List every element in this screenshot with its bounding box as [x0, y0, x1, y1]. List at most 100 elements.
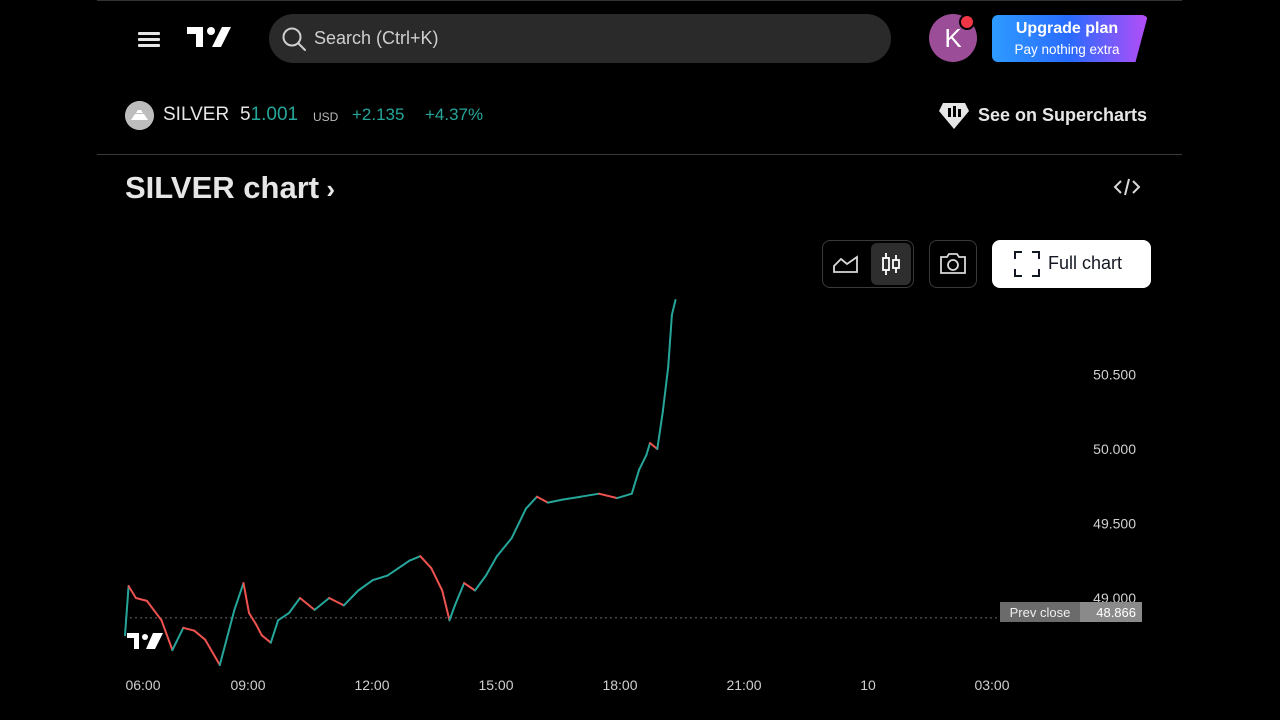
price-segment	[313, 597, 331, 611]
symbol-name[interactable]: SILVER	[163, 104, 230, 125]
price-segment	[288, 597, 301, 614]
price-segment	[661, 366, 670, 413]
prev-close-value-bg	[1080, 602, 1142, 622]
price-segment	[233, 582, 245, 611]
price-segment	[419, 555, 433, 570]
price-segment	[579, 492, 600, 498]
search-icon	[282, 27, 306, 51]
price-segment	[649, 442, 659, 450]
price-segment	[638, 453, 648, 471]
area-chart-button[interactable]	[825, 243, 867, 285]
price-segment	[561, 495, 582, 501]
tradingview-watermark-icon	[127, 633, 163, 649]
price-segment	[269, 619, 280, 644]
price-segment	[248, 611, 258, 626]
price-segment	[242, 582, 250, 614]
search-input[interactable]: Search (Ctrl+K)	[269, 14, 891, 63]
chart-title-link[interactable]: SILVER chart ›	[125, 170, 335, 206]
section-divider	[97, 154, 1182, 155]
price-segment	[495, 537, 513, 558]
price-segment	[397, 559, 411, 570]
screenshot-button[interactable]	[929, 240, 977, 288]
top-border	[97, 0, 1182, 1]
x-tick-label: 21:00	[726, 677, 761, 693]
price-segment	[357, 579, 374, 592]
price-segment	[218, 608, 236, 666]
fullscreen-icon	[1014, 251, 1040, 277]
chart-style-toggle	[822, 240, 914, 288]
price-segment	[124, 585, 130, 637]
avatar-initial: K	[944, 23, 962, 53]
price-segment	[463, 582, 476, 592]
embed-code-icon[interactable]	[1113, 176, 1141, 198]
tradingview-logo[interactable]	[186, 24, 232, 52]
x-tick-label: 09:00	[230, 677, 265, 693]
price-segment	[145, 599, 163, 622]
price-segment	[328, 597, 345, 607]
prev-close-value: 48.866	[1096, 605, 1136, 620]
price-segment	[277, 611, 291, 622]
y-tick-label: 50.500	[1093, 367, 1136, 383]
prev-close-tag-bg	[1000, 602, 1080, 622]
chart-title: SILVER chart	[125, 170, 320, 205]
y-tick-label: 49.500	[1093, 516, 1136, 532]
x-tick-label: 12:00	[354, 677, 389, 693]
supercharts-label: See on Supercharts	[978, 105, 1148, 125]
upgrade-subtitle: Pay nothing extra	[1014, 42, 1120, 57]
candles-icon	[882, 253, 900, 275]
price-segment	[371, 574, 389, 582]
price-segment	[160, 619, 174, 652]
symbol-price: 51.001	[240, 104, 298, 126]
price-head: 5	[240, 104, 251, 125]
full-chart-label: Full chart	[1048, 253, 1123, 273]
price-segment	[386, 567, 400, 577]
price-segment	[474, 574, 487, 592]
upgrade-title: Upgrade plan	[1015, 20, 1119, 37]
x-tick-label: 10	[860, 677, 876, 693]
price-segment	[448, 604, 456, 622]
price-tail: 1.001	[250, 104, 299, 125]
supercharts-icon	[939, 103, 969, 129]
price-segment	[299, 597, 316, 611]
price-segment	[127, 585, 137, 599]
price-segment	[525, 495, 538, 510]
prev-close-tag-label: Prev close	[1010, 605, 1071, 620]
price-segment	[430, 567, 444, 592]
price-change: +2.135	[352, 105, 405, 124]
search-placeholder: Search (Ctrl+K)	[314, 28, 439, 48]
price-segment	[134, 597, 148, 602]
price-segment	[670, 299, 677, 316]
hamburger-menu-icon[interactable]	[136, 28, 162, 50]
candles-chart-button[interactable]	[871, 243, 911, 285]
price-segment	[255, 623, 263, 637]
price-segment	[630, 468, 641, 495]
chevron-right-icon: ›	[319, 174, 335, 204]
price-change-percent: +4.37%	[425, 105, 484, 124]
user-avatar[interactable]: K	[929, 14, 977, 62]
silver-symbol-icon	[125, 101, 154, 130]
price-segment	[441, 589, 451, 622]
full-chart-button[interactable]: Full chart	[992, 240, 1151, 288]
price-segment	[342, 589, 360, 607]
price-segment	[171, 626, 185, 652]
price-segment	[204, 638, 221, 666]
price-segment	[645, 442, 651, 456]
area-chart-icon	[833, 255, 858, 273]
price-segment	[260, 634, 272, 644]
price-segment	[193, 629, 207, 641]
camera-icon	[940, 253, 966, 274]
x-tick-label: 06:00	[125, 677, 160, 693]
y-tick-label: 50.000	[1093, 441, 1136, 457]
price-segment	[667, 313, 673, 368]
x-tick-label: 15:00	[478, 677, 513, 693]
price-segment	[453, 582, 466, 607]
price-segment	[598, 492, 619, 500]
x-tick-label: 18:00	[602, 677, 637, 693]
price-segment	[616, 492, 633, 500]
price-currency: USD	[313, 110, 339, 124]
upgrade-plan-button[interactable]: Upgrade plan Pay nothing extra	[992, 15, 1148, 62]
price-segment	[408, 555, 422, 562]
x-tick-label: 03:00	[974, 677, 1009, 693]
price-segment	[510, 507, 527, 540]
